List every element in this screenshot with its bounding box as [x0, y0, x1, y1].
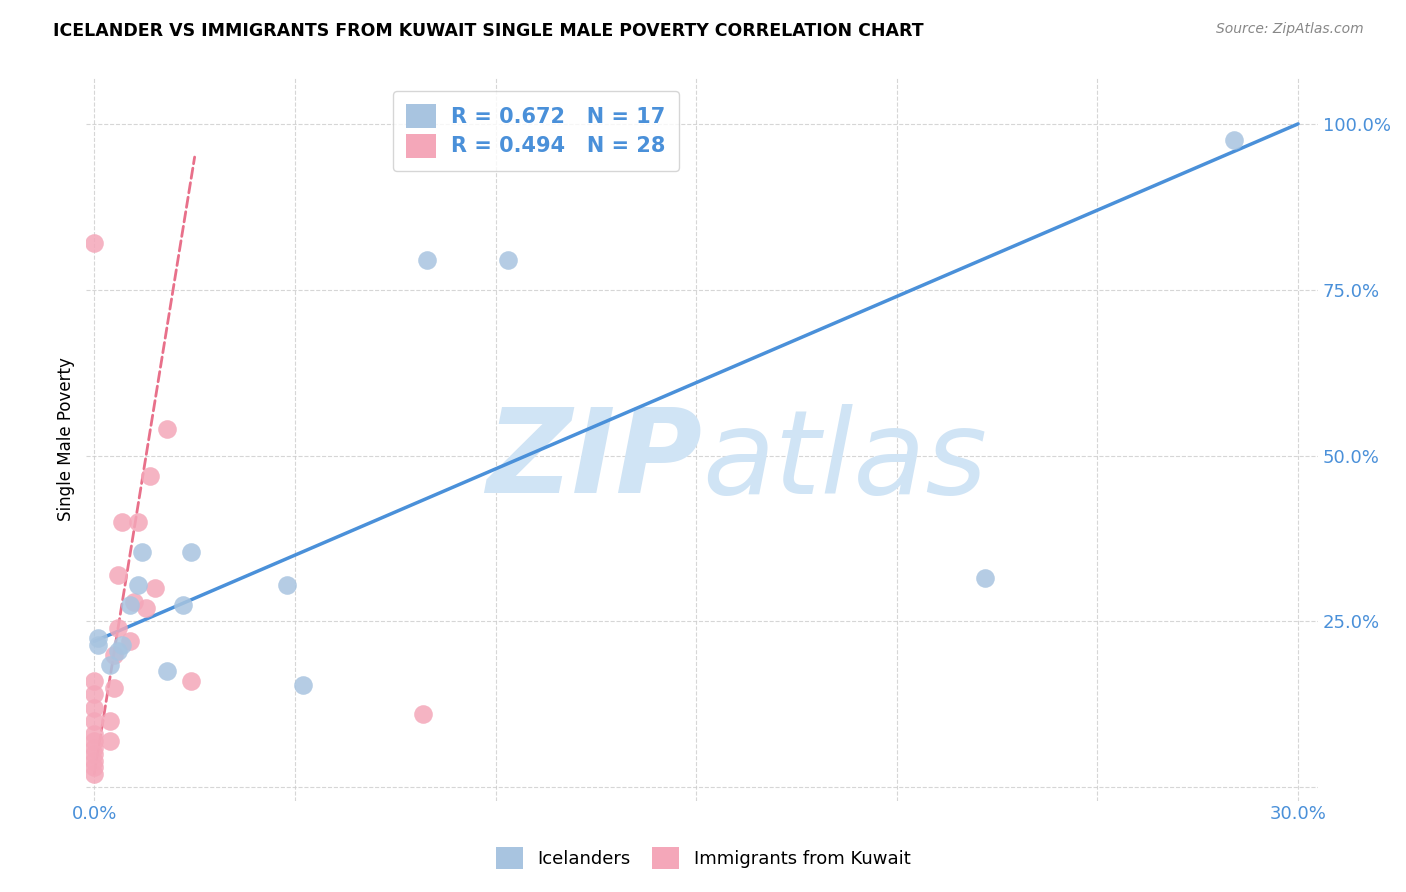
Point	[135, 601, 157, 615]
Point	[180, 545, 202, 559]
Text: ICELANDER VS IMMIGRANTS FROM KUWAIT SINGLE MALE POVERTY CORRELATION CHART: ICELANDER VS IMMIGRANTS FROM KUWAIT SING…	[53, 22, 924, 40]
Legend: R = 0.672   N = 17, R = 0.494   N = 28: R = 0.672 N = 17, R = 0.494 N = 28	[392, 91, 679, 171]
Point	[107, 568, 129, 582]
Text: Source: ZipAtlas.com: Source: ZipAtlas.com	[1216, 22, 1364, 37]
Point	[496, 252, 519, 267]
Point	[98, 657, 121, 672]
Point	[107, 644, 129, 658]
Point	[120, 634, 142, 648]
Point	[276, 578, 298, 592]
Point	[143, 582, 166, 596]
Text: atlas: atlas	[702, 404, 987, 517]
Point	[107, 621, 129, 635]
Point	[1223, 133, 1246, 147]
Legend: Icelanders, Immigrants from Kuwait: Icelanders, Immigrants from Kuwait	[486, 838, 920, 879]
Point	[180, 674, 202, 689]
Point	[103, 648, 125, 662]
Point	[172, 598, 194, 612]
Point	[83, 740, 105, 755]
Point	[98, 734, 121, 748]
Point	[120, 598, 142, 612]
Point	[127, 515, 149, 529]
Point	[155, 665, 177, 679]
Point	[83, 767, 105, 781]
Point	[83, 714, 105, 728]
Point	[412, 707, 434, 722]
Point	[131, 545, 153, 559]
Point	[111, 515, 134, 529]
Point	[83, 747, 105, 761]
Point	[87, 638, 110, 652]
Point	[291, 677, 314, 691]
Point	[83, 236, 105, 251]
Point	[83, 760, 105, 774]
Point	[98, 714, 121, 728]
Point	[124, 594, 146, 608]
Point	[83, 700, 105, 714]
Point	[83, 674, 105, 689]
Y-axis label: Single Male Poverty: Single Male Poverty	[58, 357, 75, 521]
Point	[83, 754, 105, 768]
Point	[83, 727, 105, 741]
Point	[974, 571, 997, 585]
Point	[103, 681, 125, 695]
Point	[87, 631, 110, 645]
Point	[83, 688, 105, 702]
Point	[111, 638, 134, 652]
Point	[127, 578, 149, 592]
Point	[139, 468, 162, 483]
Point	[83, 734, 105, 748]
Text: ZIP: ZIP	[486, 403, 702, 518]
Point	[155, 422, 177, 436]
Point	[416, 252, 439, 267]
